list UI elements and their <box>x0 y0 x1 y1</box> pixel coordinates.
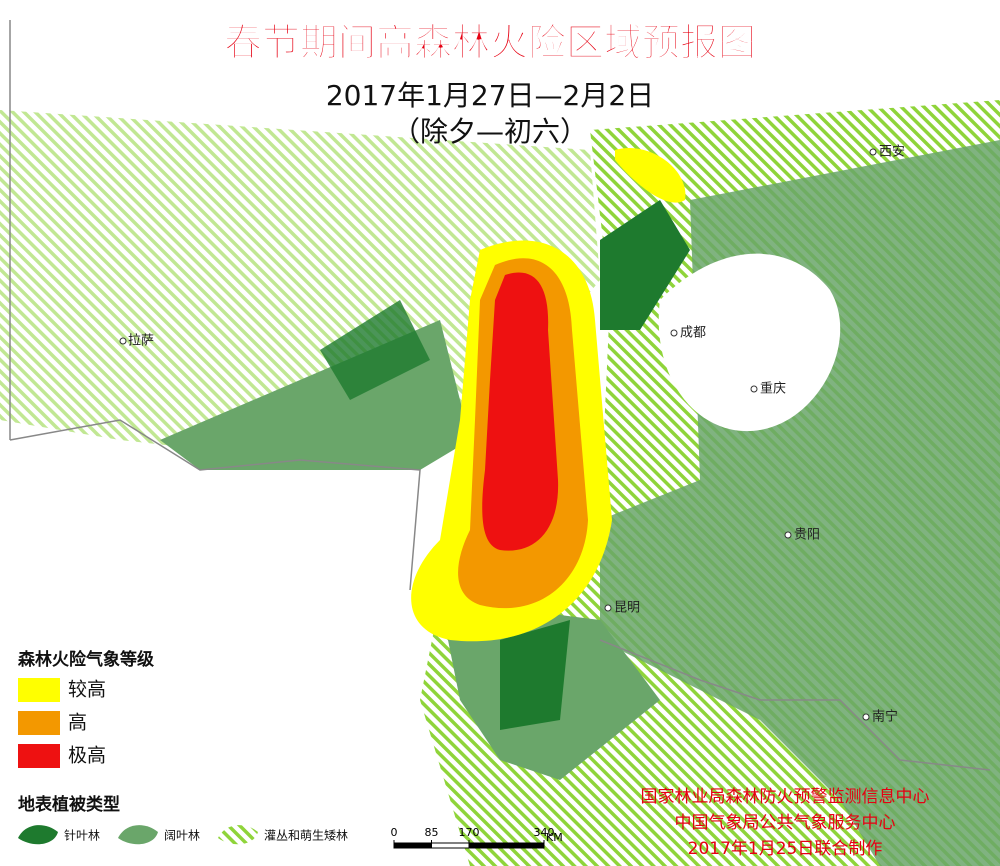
fire-risk-zones <box>411 148 686 642</box>
legend-label: 针叶林 <box>64 828 100 843</box>
legend-label: 阔叶林 <box>164 829 200 843</box>
legend-swatch <box>18 744 60 768</box>
city-label: 重庆 <box>760 381 786 397</box>
city-label: 拉萨 <box>128 334 154 349</box>
city-markers <box>119 148 877 721</box>
city-label: 成都 <box>680 326 706 341</box>
city-label: 贵阳 <box>794 528 820 543</box>
legend-label: 较高 <box>68 679 106 701</box>
subtitle: 2017年1月27日—2月2日 <box>326 79 654 112</box>
legend-title: 森林火险气象等级 <box>18 649 154 670</box>
legend-swatch <box>18 711 60 735</box>
legend-swatch <box>18 678 60 702</box>
scale-tick-label: 0 <box>391 826 398 839</box>
scale-unit: KM <box>546 831 563 844</box>
legend-label: 极高 <box>68 745 106 767</box>
legend-swatch <box>218 825 258 845</box>
legend-swatch <box>18 825 58 845</box>
legend-label: 高 <box>68 712 87 734</box>
scale-bar-segment <box>469 843 544 848</box>
scale-tick-label: 85 <box>425 826 439 839</box>
city-label: 南宁 <box>872 709 898 725</box>
legend-title: 地表植被类型 <box>18 794 120 815</box>
credit: 2017年1月25日联合制作 <box>688 839 883 859</box>
scale-tick-label: 170 <box>459 826 480 839</box>
subtitle: （除夕—初六） <box>392 115 588 148</box>
legend-swatch <box>118 825 158 845</box>
scale-bar-segment <box>394 843 432 848</box>
legend-label: 灌丛和萌生矮林 <box>264 829 348 843</box>
city-label: 昆明 <box>614 601 640 616</box>
credit: 中国气象局公共气象服务中心 <box>675 813 896 833</box>
city-label: 西安 <box>879 145 905 160</box>
title: 春节期间高森林火险区域预报图 <box>224 21 756 65</box>
vegetation <box>0 100 1000 866</box>
credit: 国家林业局森林防火预警监测信息中心 <box>641 787 930 807</box>
scale-tick-label: 340 <box>534 826 555 839</box>
borders <box>9 20 991 771</box>
